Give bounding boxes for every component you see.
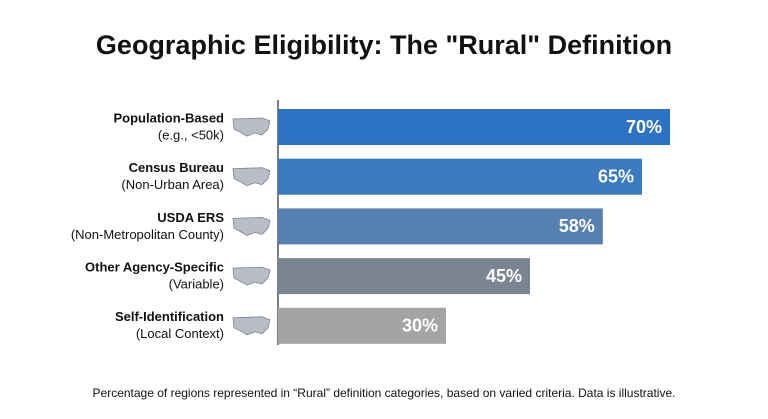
bar (278, 208, 603, 245)
category-note: (Local Context) (136, 326, 224, 341)
category-label: Self-Identification (115, 309, 224, 324)
value-label: 30% (402, 316, 438, 336)
bar (278, 109, 670, 145)
category-label: Census Bureau (129, 160, 224, 175)
value-label: 58% (559, 216, 595, 236)
category-label: Population-Based (113, 110, 224, 125)
map-icon (232, 117, 271, 137)
map-icon (232, 266, 271, 286)
bar (278, 258, 530, 295)
map-icon (232, 216, 271, 236)
category-label: USDA ERS (157, 210, 224, 225)
category-note: (Non-Urban Area) (121, 177, 224, 192)
category-note: (Variable) (169, 277, 224, 292)
value-label: 70% (626, 117, 662, 137)
category-note: (Non-Metropolitan County) (71, 227, 224, 242)
footnote: Percentage of regions represented in “Ru… (93, 386, 676, 400)
value-label: 45% (486, 266, 522, 286)
map-icon (232, 167, 271, 187)
map-icon (232, 316, 271, 336)
bar (278, 307, 446, 344)
category-label: Other Agency-Specific (85, 260, 224, 275)
value-label: 65% (598, 166, 634, 186)
category-note: (e.g., <50k) (158, 127, 224, 142)
chart-title: Geographic Eligibility: The "Rural" Defi… (96, 30, 672, 60)
bar (278, 158, 642, 195)
